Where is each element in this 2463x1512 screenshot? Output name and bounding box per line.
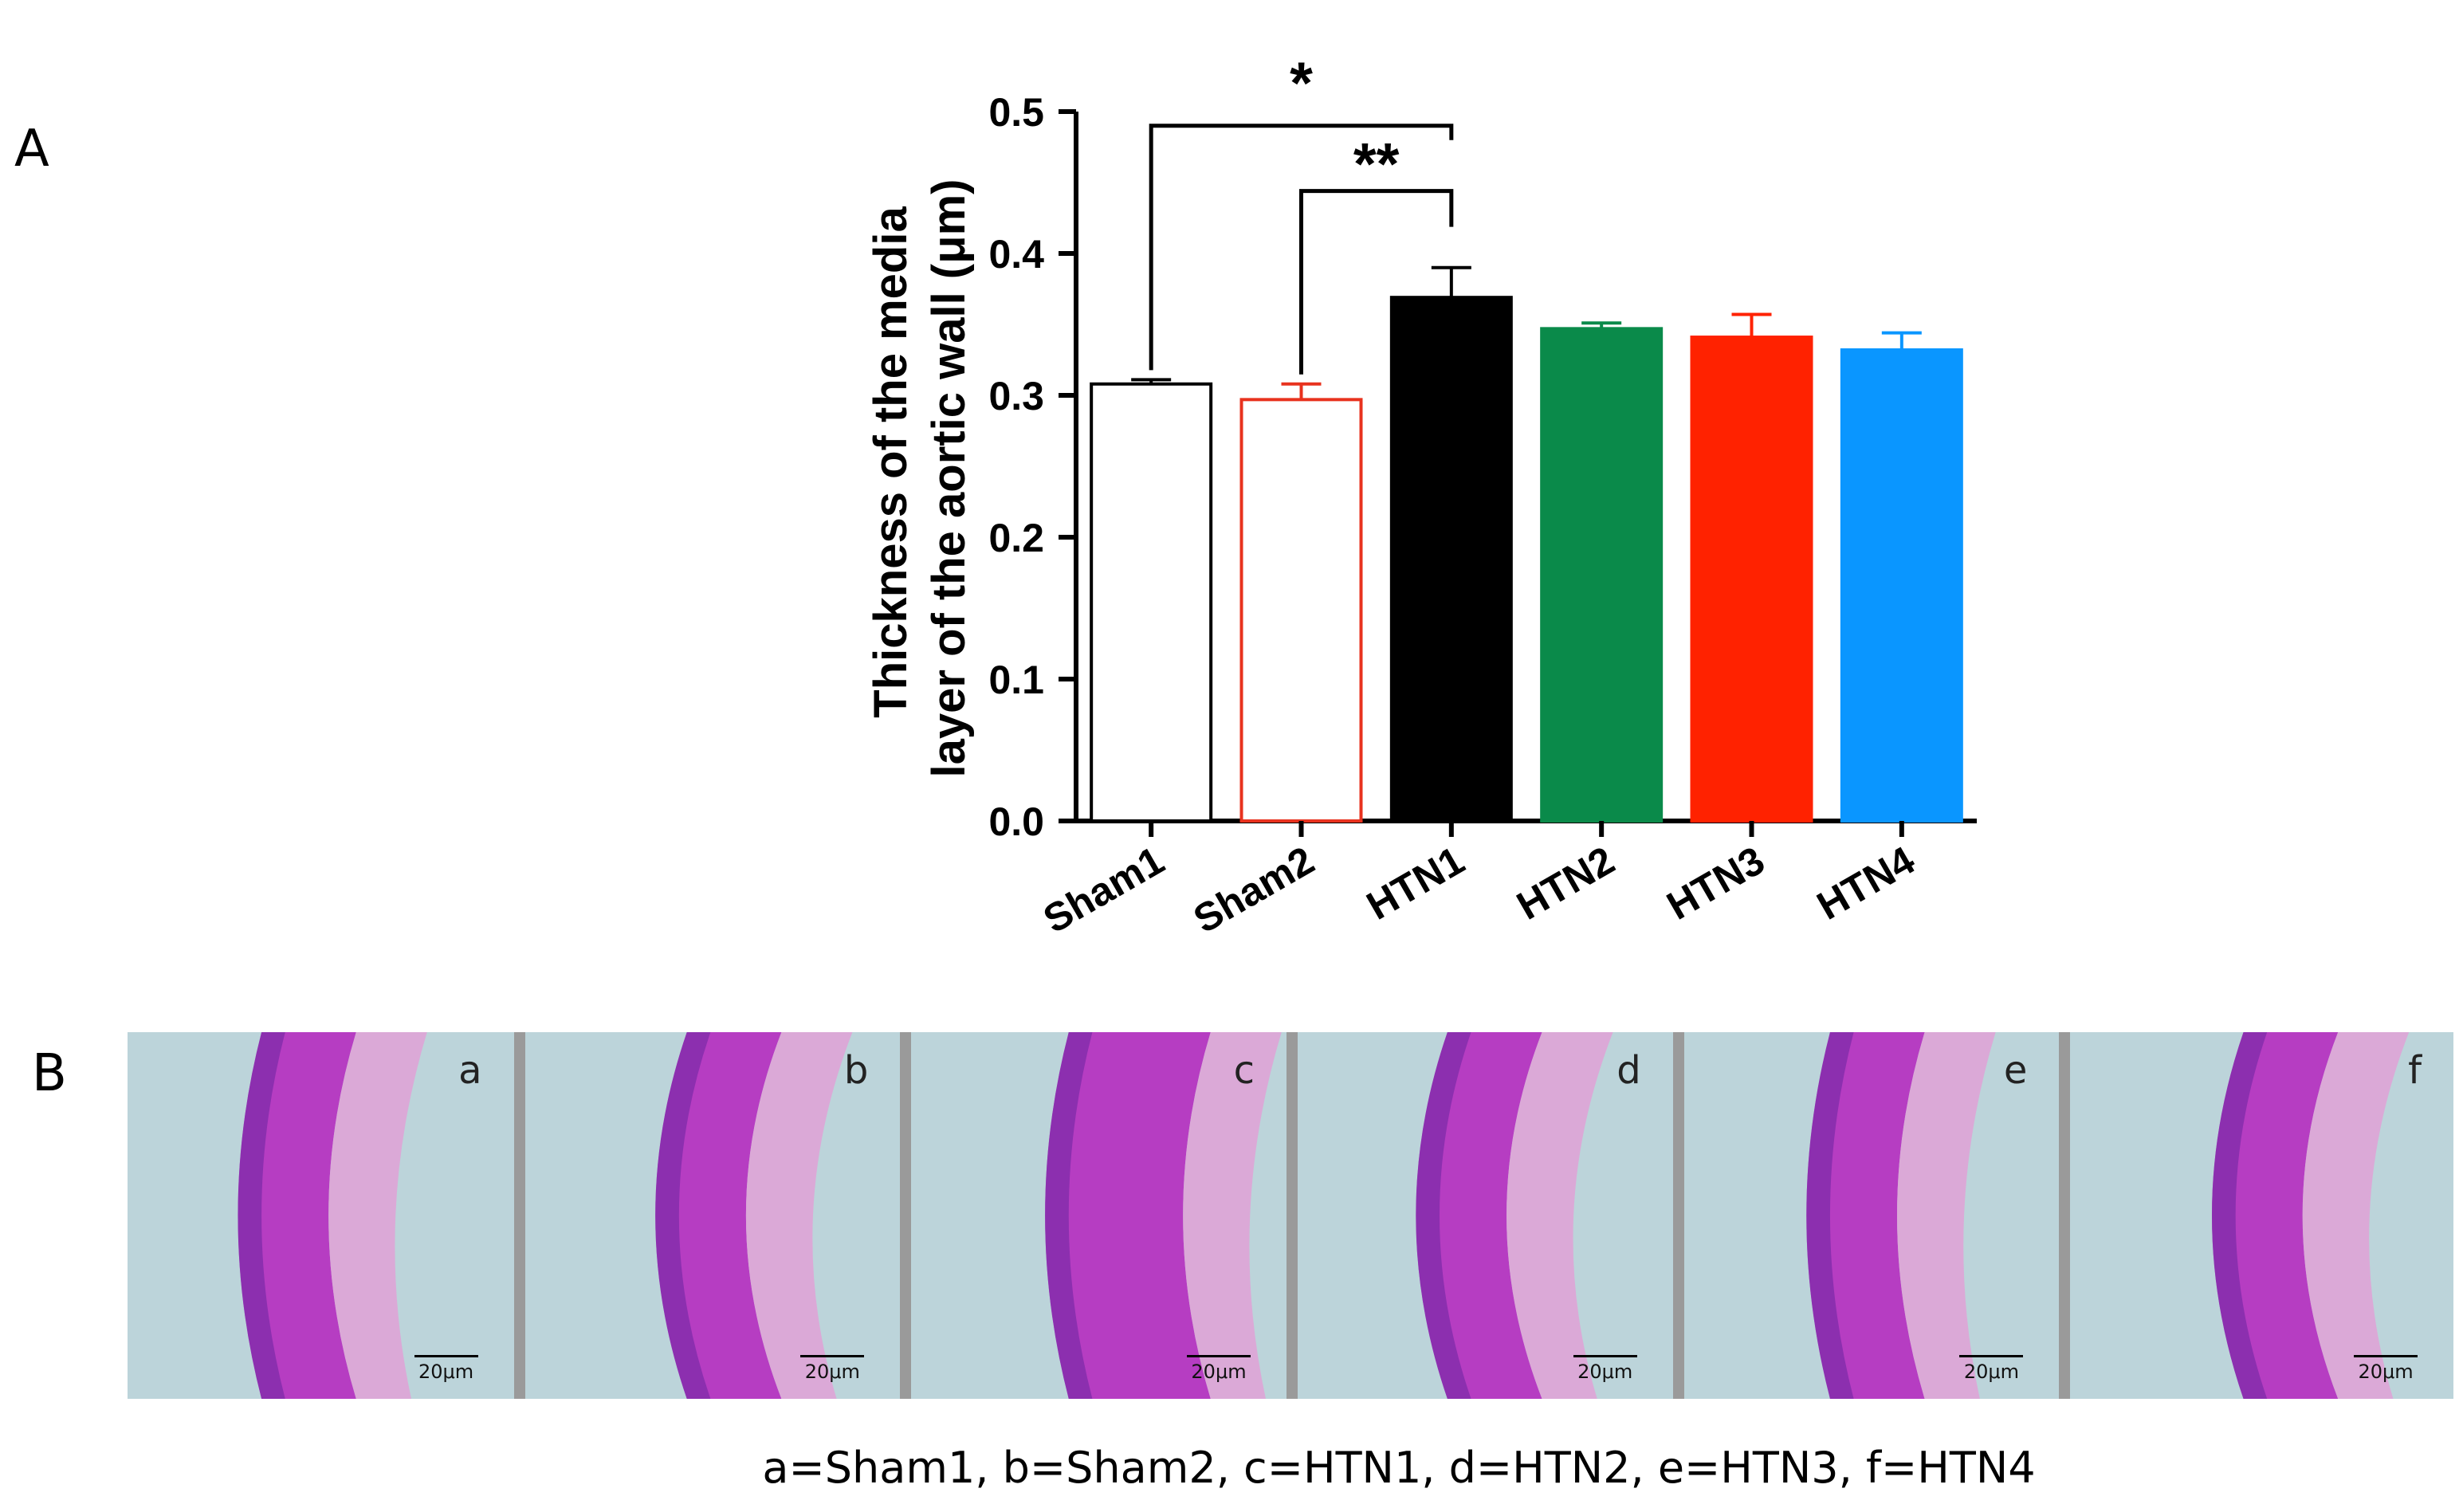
y-tick-label: 0.0 (988, 799, 1044, 844)
scale-bar: 20μm (414, 1355, 478, 1383)
scale-bar-line (1187, 1355, 1251, 1357)
inner-elastic-layer (238, 1032, 285, 1399)
y-tick-label: 0.3 (988, 374, 1044, 418)
adventitia-layer (328, 1032, 427, 1399)
scale-bar-label: 20μm (1191, 1361, 1247, 1383)
significance-bracket (1149, 124, 1454, 371)
scale-bar-label: 20μm (1577, 1361, 1633, 1383)
micrograph-b: b 20μm (524, 1032, 901, 1399)
bar-chart: Thickness of the media layer of the aort… (865, 49, 1977, 942)
figure-caption: a=Sham1, b=Sham2, c=HTN1, d=HTN2, e=HTN3… (762, 1443, 2036, 1493)
y-tick-label: 0.4 (988, 232, 1044, 277)
adventitia-layer (1896, 1032, 1996, 1399)
scale-bar-line (800, 1355, 865, 1357)
micrograph-letter: a (458, 1048, 482, 1093)
inner-elastic-layer (1416, 1032, 1471, 1399)
tissue-image (2212, 1032, 2410, 1399)
x-tick-label: Sham1 (1036, 838, 1172, 941)
adventitia-layer (1183, 1032, 1283, 1399)
y-axis-title-line1: Thickness of the media (865, 206, 917, 718)
tissue-image (1045, 1032, 1283, 1399)
significance-label: * (1290, 49, 1313, 116)
bar-htn4 (1840, 348, 1963, 823)
scale-bar-line (414, 1355, 478, 1357)
micrograph-a: a 20μm (128, 1032, 514, 1399)
x-tick-label: HTN1 (1359, 838, 1471, 929)
micrograph-strip: a 20μm b 20μm c 20μm d 20μm e 20μm f 20μm (128, 1032, 2454, 1399)
tissue-image (654, 1032, 852, 1399)
scale-bar-label: 20μm (2358, 1361, 2414, 1383)
bar-sham2 (1239, 398, 1363, 823)
x-tick-label: HTN2 (1510, 838, 1622, 929)
micrograph-letter: f (2408, 1048, 2422, 1093)
y-axis-title: Thickness of the media layer of the aort… (865, 179, 975, 778)
micrograph-letter: d (1616, 1048, 1641, 1093)
bar-htn2 (1540, 327, 1664, 823)
y-axis-title-line2: layer of the aortic wall (μm) (923, 179, 975, 778)
micrograph-e: e 20μm (1683, 1032, 2060, 1399)
scale-bar-label: 20μm (804, 1361, 860, 1383)
y-tick-label: 0.2 (988, 516, 1044, 560)
adventitia-layer (1506, 1032, 1613, 1399)
inner-elastic-layer (1805, 1032, 1854, 1399)
inner-elastic-layer (654, 1032, 710, 1399)
inner-elastic-layer (1045, 1032, 1093, 1399)
aortic-media-layer (1045, 1032, 1212, 1399)
scale-bar-label: 20μm (1963, 1361, 2020, 1383)
y-tick-label: 0.5 (988, 90, 1044, 135)
panel-b-label: B (32, 1044, 67, 1103)
bar-htn3 (1690, 336, 1813, 823)
micrograph-d: d 20μm (1298, 1032, 1673, 1399)
scale-bar-label: 20μm (418, 1361, 474, 1383)
scale-bar-line (1959, 1355, 2024, 1357)
adventitia-layer (745, 1032, 852, 1399)
bar-htn1 (1389, 296, 1513, 823)
micrograph-f: f 20μm (2070, 1032, 2454, 1399)
scale-bar: 20μm (2354, 1355, 2418, 1383)
adventitia-layer (2303, 1032, 2410, 1399)
micrograph-letter: c (1233, 1048, 1255, 1093)
micrograph-letter: b (843, 1048, 869, 1093)
tissue-image (1416, 1032, 1613, 1399)
x-tick-label: HTN4 (1809, 838, 1922, 929)
y-tick-label: 0.1 (988, 658, 1044, 702)
tissue-image (238, 1032, 427, 1399)
inner-elastic-layer (2212, 1032, 2268, 1399)
scale-bar: 20μm (800, 1355, 865, 1383)
scale-bar: 20μm (1573, 1355, 1637, 1383)
bar-sham1 (1090, 382, 1213, 823)
micrograph-c: c 20μm (911, 1032, 1286, 1399)
scale-bar-line (1573, 1355, 1637, 1357)
x-tick-label: HTN3 (1660, 838, 1772, 929)
scale-bar: 20μm (1959, 1355, 2024, 1383)
tissue-image (1805, 1032, 1996, 1399)
significance-bracket (1299, 189, 1454, 375)
micrograph-letter: e (2003, 1048, 2028, 1093)
scale-bar: 20μm (1187, 1355, 1251, 1383)
scale-bar-line (2354, 1355, 2418, 1357)
significance-label: ** (1353, 131, 1400, 197)
panel-a-label: A (14, 120, 49, 179)
x-tick-label: Sham2 (1186, 838, 1322, 941)
